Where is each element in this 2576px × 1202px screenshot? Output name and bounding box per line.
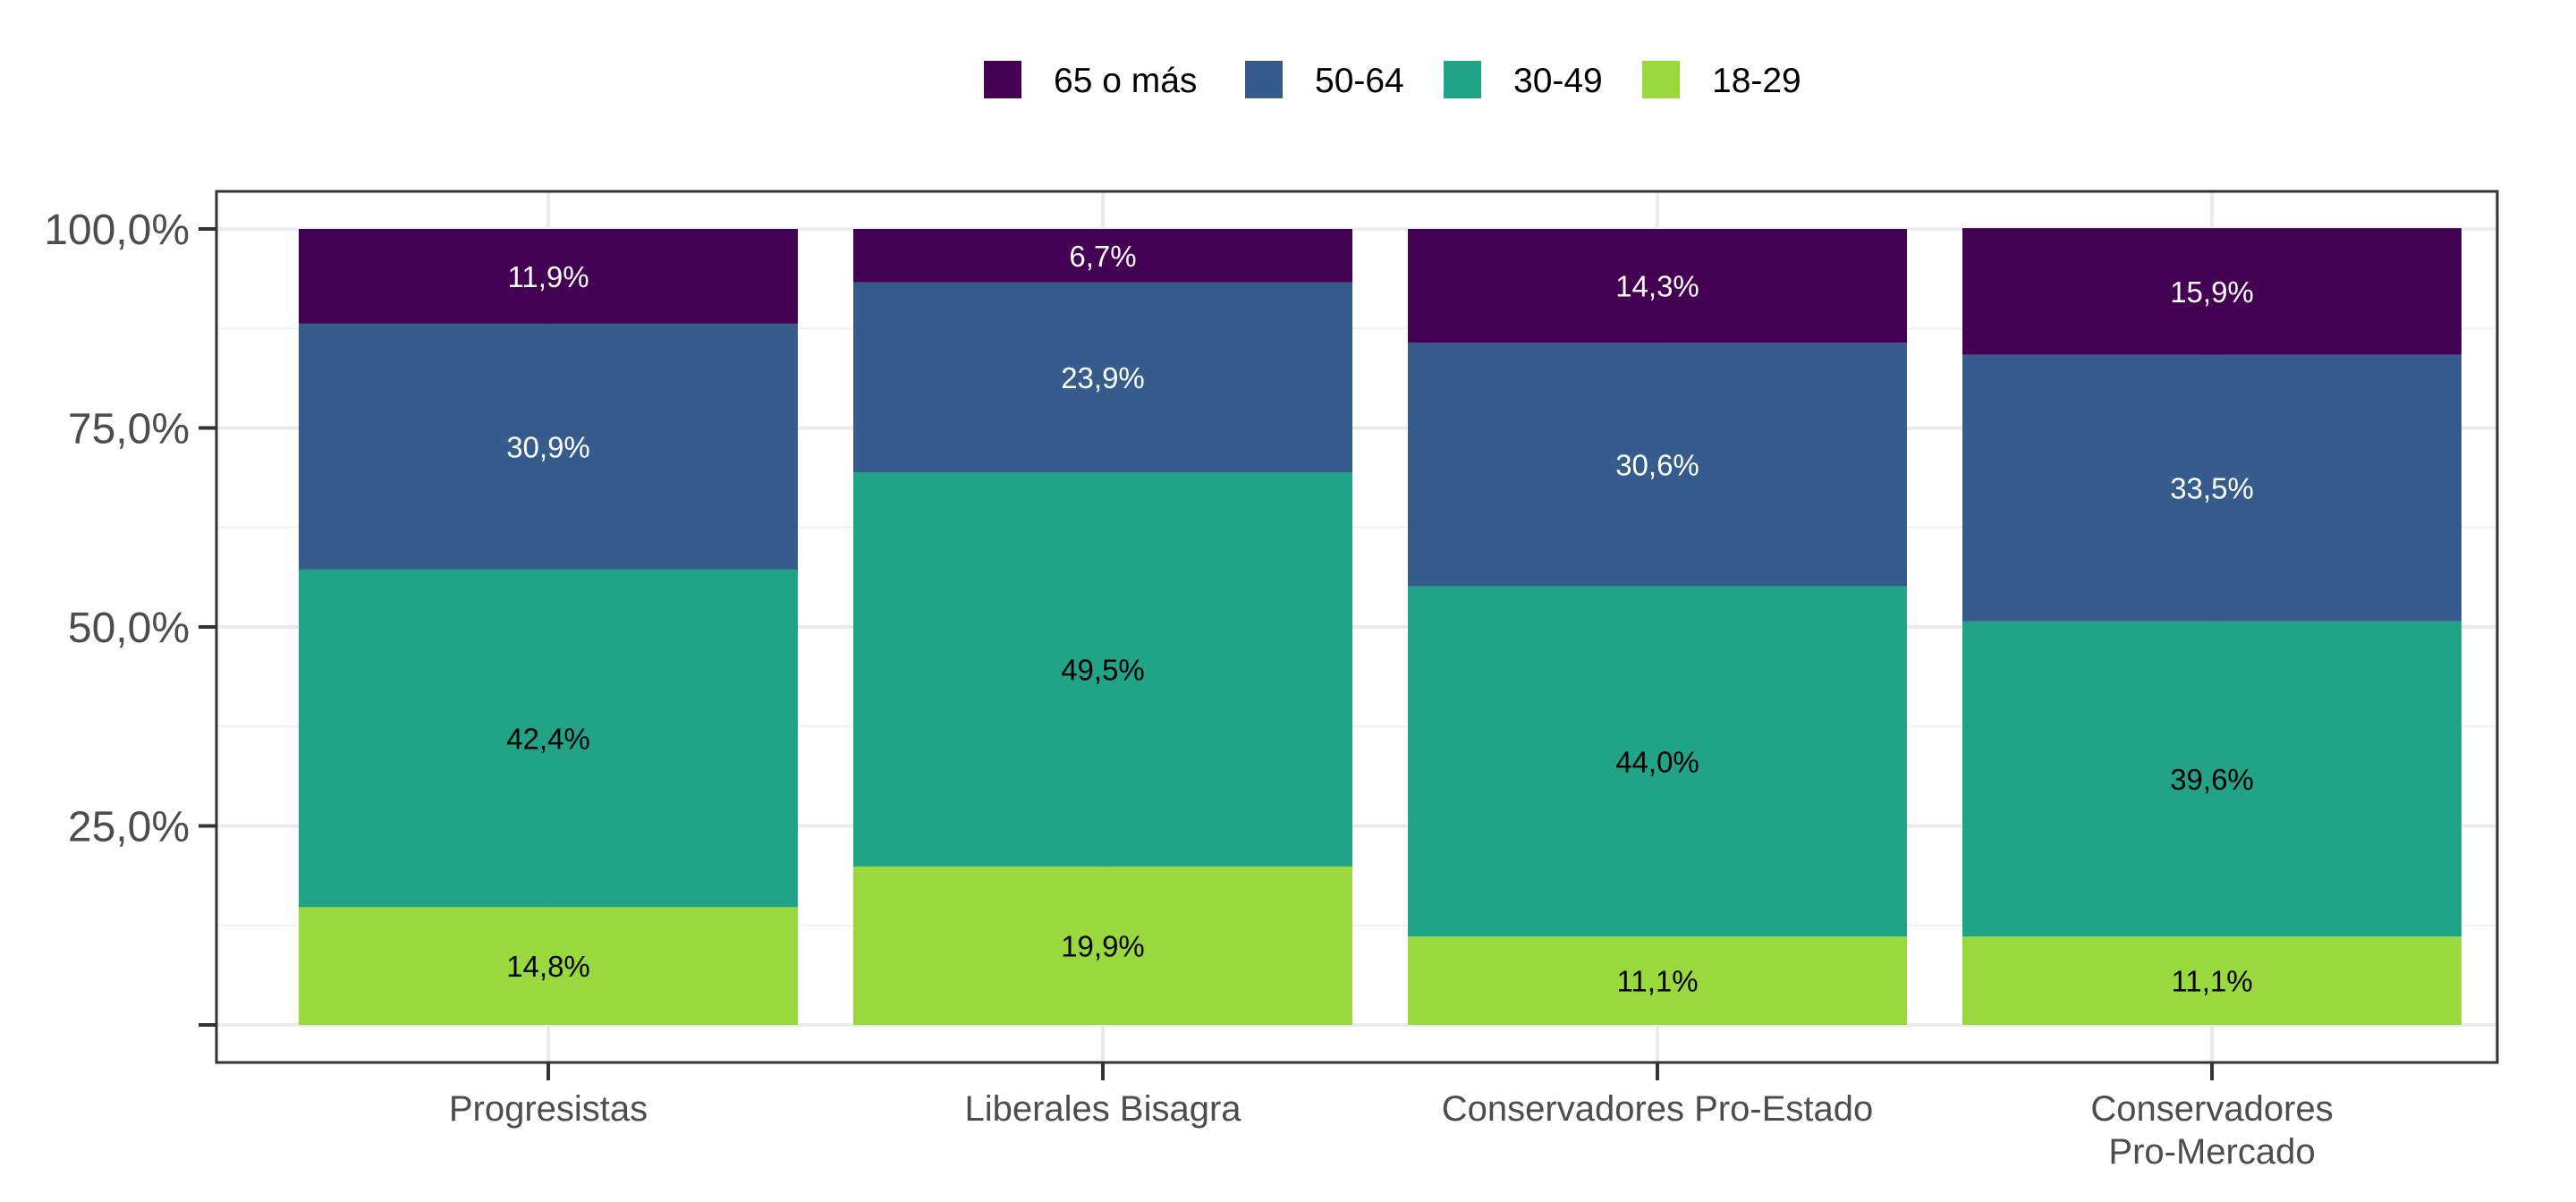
data-label: 23,9% <box>1061 361 1145 394</box>
legend-swatch <box>1245 61 1283 98</box>
bar-segment <box>1408 229 1907 343</box>
data-label: 33,5% <box>2170 472 2254 505</box>
bar-segment <box>1408 586 1907 937</box>
legend-swatch <box>984 61 1021 98</box>
data-label: 15,9% <box>2170 275 2254 309</box>
legend-label: 18-29 <box>1712 62 1801 100</box>
bar-segment <box>299 323 798 570</box>
data-label: 42,4% <box>506 723 590 756</box>
legend-swatch <box>1642 61 1680 98</box>
bar-segment <box>853 282 1352 473</box>
x-tick-label: Conservadores Pro-Mercado <box>2090 1089 2333 1172</box>
legend-swatch <box>1444 61 1481 98</box>
bar-segment <box>299 907 798 1025</box>
bar-segment <box>853 472 1352 867</box>
legend-label: 65 o más <box>1054 62 1197 100</box>
data-label: 30,6% <box>1615 448 1699 481</box>
y-tick-label: 100,0% <box>44 207 190 254</box>
data-label: 19,9% <box>1061 929 1145 962</box>
data-label: 11,1% <box>1616 965 1698 998</box>
bar-segment <box>1962 621 2462 937</box>
legend-label: 50-64 <box>1315 62 1404 100</box>
data-label: 14,3% <box>1615 270 1699 303</box>
y-tick-label: 50,0% <box>68 605 190 652</box>
bar-segment <box>1962 228 2462 355</box>
bar-segment <box>1408 343 1907 587</box>
x-tick-label: Liberales Bisagra <box>964 1089 1241 1129</box>
data-label: 11,9% <box>507 260 589 293</box>
x-tick-label: Conservadores Pro-Estado <box>1442 1089 1873 1129</box>
data-label: 14,8% <box>506 950 590 983</box>
data-label: 11,1% <box>2171 965 2252 998</box>
bar-segment <box>1408 936 1907 1025</box>
bar-segment <box>1962 936 2462 1025</box>
bar-segment <box>299 229 798 324</box>
data-label: 44,0% <box>1615 745 1699 778</box>
bar-segment <box>299 569 798 908</box>
bar-segment <box>853 229 1352 283</box>
x-tick-label: Progresistas <box>449 1089 648 1129</box>
data-label: 39,6% <box>2170 763 2254 796</box>
data-label: 30,9% <box>506 430 590 463</box>
legend-label: 30-49 <box>1513 62 1603 100</box>
data-label: 6,7% <box>1069 240 1136 273</box>
y-tick-label: 75,0% <box>68 406 190 453</box>
bar-segment <box>853 866 1352 1025</box>
data-label: 49,5% <box>1061 654 1145 687</box>
y-tick-label: 25,0% <box>68 804 190 851</box>
bar-segment <box>1962 354 2462 622</box>
